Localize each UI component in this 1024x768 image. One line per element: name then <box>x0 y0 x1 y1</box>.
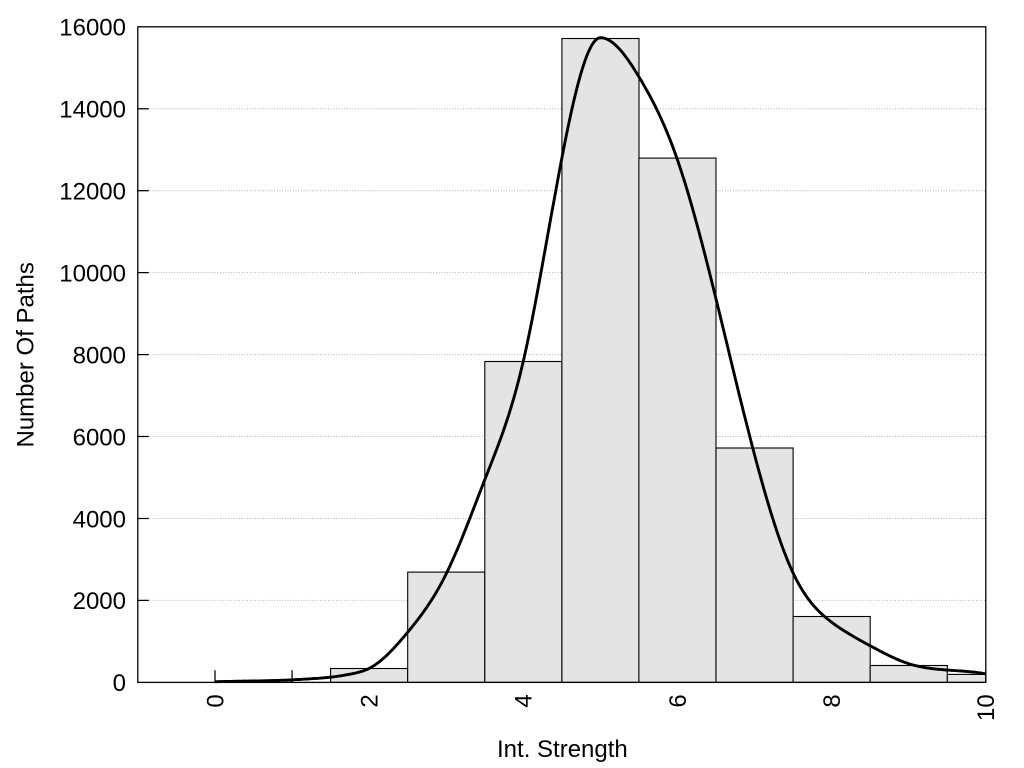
svg-text:4: 4 <box>511 694 538 707</box>
svg-text:8: 8 <box>819 694 846 707</box>
svg-text:14000: 14000 <box>59 97 126 124</box>
svg-text:2000: 2000 <box>73 588 126 615</box>
svg-text:Int. Strength: Int. Strength <box>497 736 628 763</box>
svg-text:10000: 10000 <box>59 260 126 287</box>
svg-text:12000: 12000 <box>59 179 126 206</box>
svg-text:Number Of Paths: Number Of Paths <box>13 262 40 447</box>
svg-text:0: 0 <box>202 694 229 707</box>
svg-text:6: 6 <box>665 694 692 707</box>
svg-text:16000: 16000 <box>59 15 126 42</box>
svg-text:2: 2 <box>357 694 384 707</box>
svg-text:8000: 8000 <box>73 342 126 369</box>
svg-text:10: 10 <box>973 694 1000 721</box>
svg-text:4000: 4000 <box>73 506 126 533</box>
svg-text:6000: 6000 <box>73 424 126 451</box>
svg-text:0: 0 <box>113 670 126 697</box>
